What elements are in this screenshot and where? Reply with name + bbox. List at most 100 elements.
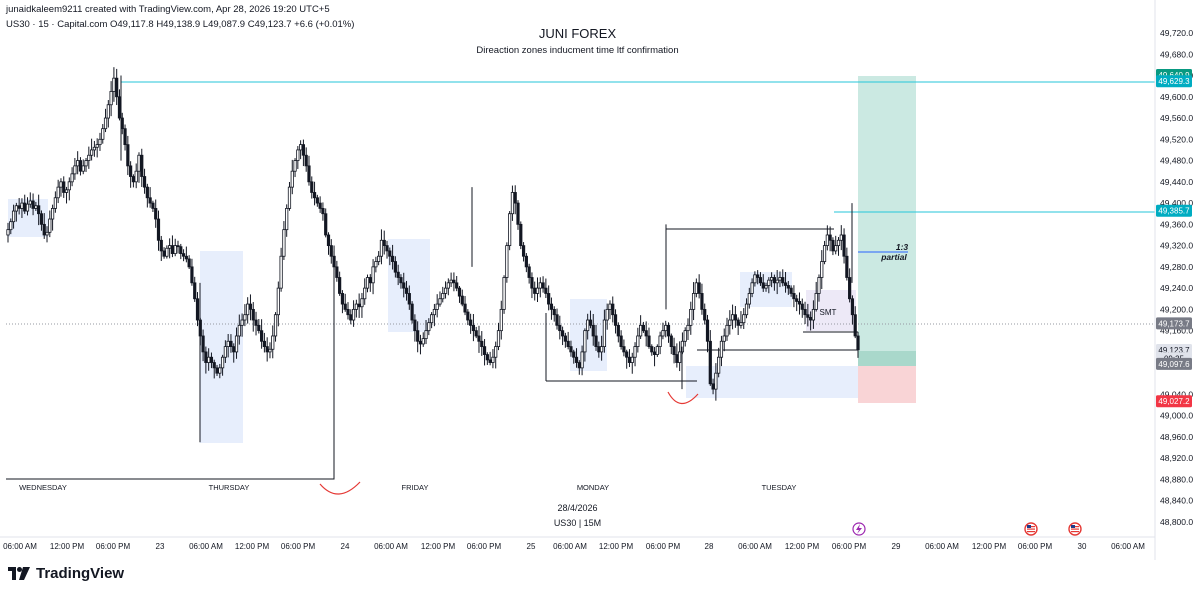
candle-up	[580, 351, 584, 369]
price-tick-label: 49,320.0	[1160, 241, 1193, 251]
time-tick-label: 06:00 PM	[832, 542, 867, 551]
candle-up	[14, 205, 18, 212]
price-tick-label: 49,560.0	[1160, 113, 1193, 123]
candle-up	[430, 314, 434, 324]
price-tick-label: 49,200.0	[1160, 304, 1193, 314]
candle-up	[25, 203, 30, 212]
candle-up	[602, 319, 606, 347]
time-tick-label: 12:00 PM	[421, 542, 456, 551]
price-pill	[1156, 357, 1192, 370]
candle-down	[781, 277, 785, 284]
candle-up	[491, 356, 495, 363]
candle-down	[416, 330, 420, 342]
us-flag-event-icon-2[interactable]	[1068, 522, 1082, 536]
candle-down	[524, 255, 528, 268]
candle-down	[842, 234, 846, 257]
candle-down	[469, 319, 473, 326]
price-tick-label: 48,800.0	[1160, 517, 1193, 527]
candle-up	[106, 104, 110, 119]
candle-up	[67, 181, 71, 191]
price-tick-label: 48,920.0	[1160, 453, 1193, 463]
candle-down	[697, 282, 701, 294]
candle-down	[310, 181, 314, 193]
candle-down	[343, 303, 347, 310]
candle-up	[53, 197, 57, 209]
candle-down	[318, 202, 322, 209]
candle-down	[828, 234, 832, 241]
candle-down	[307, 165, 311, 183]
candle-down	[251, 308, 255, 321]
candle-up	[446, 282, 450, 289]
candle-down	[574, 356, 579, 363]
candle-down	[783, 282, 788, 286]
candle-down	[616, 324, 620, 337]
candle-up	[109, 91, 113, 106]
candle-up	[689, 308, 693, 326]
candle-down	[803, 308, 807, 316]
sweep-curve-2	[667, 391, 699, 405]
time-axis[interactable]: 06:00 AM 12:00 PM 06:00 PM 23 06:00 AM 12:00 …	[3, 542, 1145, 551]
day-labels: WEDNESDAY THURSDAY FRIDAY MONDAY TUESDAY	[19, 483, 796, 492]
candle-down	[577, 362, 581, 369]
candle-up	[822, 245, 827, 262]
tradingview-logo[interactable]: TradingView	[8, 565, 124, 582]
symbol-ohlc-line[interactable]: US30 · 15 · Capital.com O49,117.8 H49,13…	[6, 19, 355, 30]
candles-layer	[6, 67, 860, 480]
price-tick-label: 49,160.0	[1160, 326, 1193, 336]
candle-up	[268, 348, 272, 353]
candle-down	[544, 287, 548, 294]
candle-up	[510, 192, 515, 215]
lightning-event-icon[interactable]	[852, 522, 866, 536]
candle-down	[627, 356, 632, 363]
candle-down	[145, 186, 149, 199]
candle-down	[131, 176, 136, 183]
candle-up	[293, 160, 297, 172]
candle-down	[413, 319, 417, 332]
candle-down	[407, 293, 411, 305]
candle-down	[485, 354, 489, 361]
candle-down	[463, 303, 467, 313]
candle-down	[772, 277, 776, 284]
time-tick-label: 06:00 AM	[374, 542, 408, 551]
time-tick-label: 30	[1078, 542, 1087, 551]
candle-up	[499, 308, 503, 332]
candle-up	[683, 330, 687, 342]
candle-down	[117, 96, 122, 119]
price-tick-label: 49,000.0	[1160, 411, 1193, 421]
candle-down	[312, 192, 317, 199]
candle-down	[338, 277, 342, 294]
candle-up	[505, 245, 509, 278]
candle-down	[262, 340, 266, 347]
candle-down	[641, 324, 646, 332]
candle-down	[547, 293, 551, 305]
candle-up	[538, 282, 542, 289]
us-flag-event-icon-1[interactable]	[1024, 522, 1038, 536]
time-tick-label: 12:00 PM	[599, 542, 634, 551]
candle-up	[686, 324, 690, 332]
candle-up	[775, 279, 779, 284]
candle-down	[594, 335, 598, 347]
candle-up	[421, 338, 425, 345]
candle-down	[42, 223, 46, 236]
candle-down	[806, 314, 810, 318]
candle-down	[126, 144, 130, 167]
candle-up	[207, 356, 211, 363]
candle-down	[399, 277, 403, 284]
time-tick-label: 29	[892, 542, 901, 551]
candle-down	[410, 303, 414, 321]
candle-down	[705, 319, 710, 342]
candle-up	[639, 324, 643, 337]
candle-up	[728, 319, 732, 326]
candle-up	[811, 308, 816, 321]
price-axis[interactable]: 49,720.049,680.049,640.049,600.049,560.0…	[1160, 28, 1193, 527]
candle-up	[664, 324, 668, 332]
candle-down	[257, 324, 261, 332]
candle-down	[329, 245, 333, 257]
partial-label: partial	[880, 252, 907, 262]
candle-up	[750, 282, 754, 294]
candle-down	[809, 316, 813, 321]
price-tick-label: 49,680.0	[1160, 49, 1193, 59]
tradingview-logo-icon	[8, 567, 30, 580]
candle-up	[56, 186, 60, 199]
